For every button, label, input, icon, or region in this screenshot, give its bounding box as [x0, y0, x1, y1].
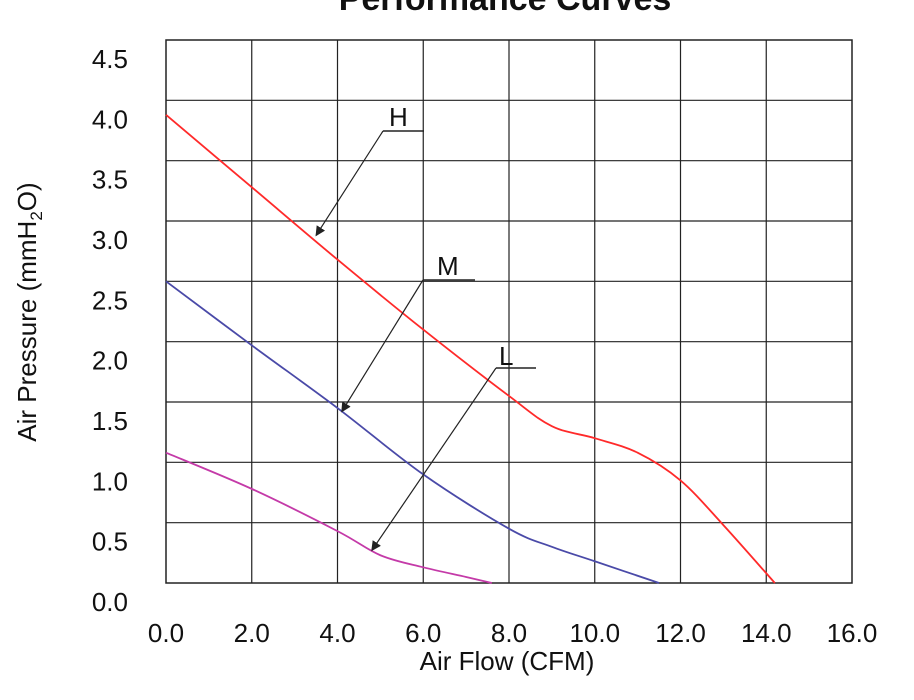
y-tick-label: 3.0	[92, 225, 128, 255]
x-axis-label: Air Flow (CFM)	[420, 646, 595, 676]
x-tick-label: 6.0	[405, 618, 441, 648]
series-callouts: H M L	[315, 102, 536, 552]
x-tick-label: 16.0	[827, 618, 878, 648]
x-tick-label: 14.0	[741, 618, 792, 648]
series-line-h	[165, 114, 776, 584]
y-tick-label: 1.5	[92, 406, 128, 436]
y-tick-label: 1.0	[92, 466, 128, 496]
y-tick-label: 2.0	[92, 346, 128, 376]
x-tick-label: 4.0	[319, 618, 355, 648]
x-tick-label: 8.0	[491, 618, 527, 648]
callout-arrow	[315, 130, 384, 237]
plot-grid	[166, 40, 852, 583]
y-tick-label: 4.5	[92, 44, 128, 74]
series-line-m	[165, 280, 660, 584]
series-label-h: H	[389, 102, 408, 132]
x-tick-label: 10.0	[569, 618, 620, 648]
series-line-l	[165, 451, 493, 584]
x-tick-label: 2.0	[234, 618, 270, 648]
y-tick-label: 0.0	[92, 587, 128, 617]
callout-arrow	[341, 279, 424, 413]
y-tick-label: 2.5	[92, 285, 128, 315]
series-layer	[165, 114, 776, 584]
series-label-l: L	[499, 341, 513, 371]
y-tick-label: 0.5	[92, 527, 128, 557]
x-tick-label: 0.0	[148, 618, 184, 648]
x-tick-labels: 0.0 2.0 4.0 6.0 8.0 10.0 12.0 14.0 16.0	[148, 618, 877, 648]
y-tick-labels: 0.0 0.5 1.0 1.5 2.0 2.5 3.0 3.5 4.0 4.5	[92, 44, 128, 617]
x-tick-label: 12.0	[655, 618, 706, 648]
y-tick-label: 3.5	[92, 165, 128, 195]
plot-frame	[165, 39, 853, 584]
chart-title: Performance Curves	[339, 0, 672, 18]
y-tick-label: 4.0	[92, 104, 128, 134]
callout-arrow	[371, 367, 497, 552]
series-label-m: M	[437, 251, 459, 281]
y-axis-label: Air Pressure (mmH2O)	[12, 182, 46, 441]
